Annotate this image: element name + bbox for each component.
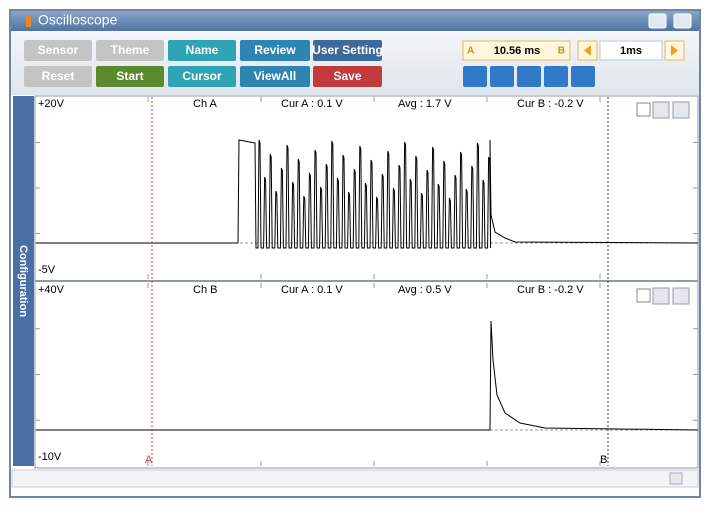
button-face[interactable] xyxy=(24,40,92,61)
close-button[interactable] xyxy=(672,101,690,119)
playback-button[interactable] xyxy=(490,66,514,87)
toolbar-button[interactable]: User Setting xyxy=(312,40,383,61)
button-label: Save xyxy=(333,69,361,83)
button-label: Reset xyxy=(42,69,75,83)
button-label: Review xyxy=(254,43,296,57)
toolbar-button[interactable]: Sensor xyxy=(24,40,92,61)
cursor-a-marker: A xyxy=(145,454,153,466)
average-value: Avg : 1.7 V xyxy=(398,98,452,110)
toolbar-button[interactable]: Reset xyxy=(24,66,92,87)
playback-button[interactable] xyxy=(463,66,487,87)
button-face[interactable] xyxy=(96,40,164,61)
scale-bottom: -10V xyxy=(38,451,62,463)
toolbar-button[interactable]: Start xyxy=(96,66,164,87)
cursor-b-value: Cur B : -0.2 V xyxy=(517,284,584,296)
toolbar-button[interactable]: Name xyxy=(168,40,236,61)
playback-button[interactable] xyxy=(571,66,595,87)
channel-checkbox[interactable] xyxy=(636,102,651,117)
zoom-in-button[interactable] xyxy=(652,101,670,119)
button-face[interactable] xyxy=(96,66,164,87)
toolbar-button[interactable]: Save xyxy=(313,66,382,87)
channel-checkbox[interactable] xyxy=(636,288,651,303)
timebase: 1ms xyxy=(620,45,642,57)
toolbar-button[interactable]: ViewAll xyxy=(240,66,310,87)
scale-top: +20V xyxy=(38,98,65,110)
playback-button[interactable] xyxy=(517,66,541,87)
button-label: Theme xyxy=(111,43,150,57)
button-face[interactable] xyxy=(168,40,236,61)
scale-bottom: -5V xyxy=(38,264,56,276)
cursor-a-value: Cur A : 0.1 V xyxy=(281,98,343,110)
side-tab[interactable] xyxy=(13,96,34,466)
restore-button[interactable] xyxy=(648,13,667,29)
button-label: Sensor xyxy=(38,43,79,57)
timebase-box xyxy=(599,40,663,61)
close-button[interactable] xyxy=(672,287,690,305)
toolbar-button[interactable]: Cursor xyxy=(168,66,236,87)
cursor-b-marker: B xyxy=(600,454,607,466)
channel-name: Ch B xyxy=(193,284,217,296)
scrollbar[interactable] xyxy=(11,469,699,488)
button-face[interactable] xyxy=(240,66,310,87)
waveform xyxy=(36,139,699,249)
button-face[interactable] xyxy=(24,66,92,87)
menu-button[interactable] xyxy=(673,13,692,29)
cursor-b-value: Cur B : -0.2 V xyxy=(517,98,584,110)
button-face[interactable] xyxy=(313,40,382,61)
channel-name: Ch A xyxy=(193,98,218,110)
cursor-a-icon: A xyxy=(467,46,474,57)
average-value: Avg : 0.5 V xyxy=(398,284,452,296)
button-face[interactable] xyxy=(168,66,236,87)
button-label: Name xyxy=(186,43,219,57)
title-bar xyxy=(11,11,699,31)
cursor-time-box xyxy=(462,40,571,61)
scale-top: +40V xyxy=(38,284,65,296)
button-label: Cursor xyxy=(182,69,222,83)
scroll-thumb[interactable] xyxy=(669,472,683,485)
cursor-a-value: Cur A : 0.1 V xyxy=(281,284,343,296)
side-tab-label: Configuration xyxy=(17,245,29,317)
toolbar-button[interactable]: Theme xyxy=(96,40,164,61)
toolbar-button[interactable]: Review xyxy=(240,40,310,61)
button-label: Start xyxy=(116,69,143,83)
cursor-time: 10.56 ms xyxy=(494,45,540,57)
window-title: Oscilloscope xyxy=(38,12,118,28)
zoom-in-button[interactable] xyxy=(652,287,670,305)
button-face[interactable] xyxy=(240,40,310,61)
cursor-b-icon: B xyxy=(558,46,565,57)
button-label: User Setting xyxy=(312,43,383,57)
title-icon xyxy=(26,15,31,27)
button-label: ViewAll xyxy=(254,69,296,83)
waveform xyxy=(36,320,699,431)
playback-button[interactable] xyxy=(544,66,568,87)
button-face[interactable] xyxy=(313,66,382,87)
